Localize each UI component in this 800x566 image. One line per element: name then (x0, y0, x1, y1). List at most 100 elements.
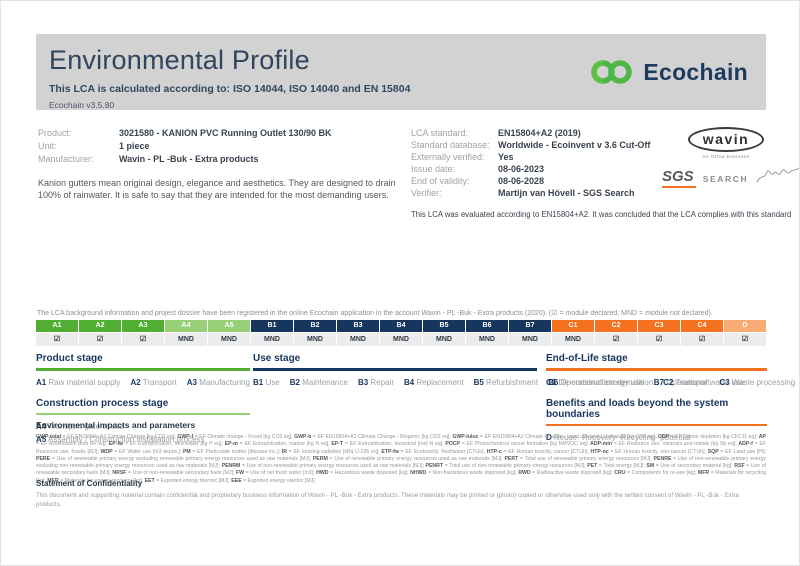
benefits-items: D Reuse- Recovery- Recycling- potential (546, 432, 767, 444)
module-status-B5: MND (423, 333, 465, 346)
module-column-B1: B1 MND (251, 320, 293, 346)
module-header-B1: B1 (251, 320, 293, 332)
field-label: LCA standard: (411, 128, 469, 138)
header-subtitle: This LCA is calculated according to: ISO… (49, 83, 411, 95)
product-stage-title: Product stage (36, 353, 103, 364)
module-header-A3: A3 (122, 320, 164, 332)
benefits-rule (546, 423, 767, 427)
product-stage-rule (36, 368, 250, 371)
module-status-D: ☑ (724, 333, 766, 346)
evaluation-note: This LCA was evaluated according to EN15… (411, 210, 792, 219)
module-status-C1: MND (552, 333, 594, 346)
module-column-C1: C1 MND (552, 320, 594, 346)
field-row: Externally verified: Yes (411, 151, 776, 163)
module-column-C4: C4 ☑ (681, 320, 723, 346)
module-status-C2: ☑ (595, 333, 637, 346)
module-status-A4: MND (165, 333, 207, 346)
field-value: 1 piece (119, 141, 150, 151)
field-label: Externally verified: (411, 152, 485, 162)
module-status-B7: MND (509, 333, 551, 346)
field-row: Manufacturer: Wavin - PL -Buk - Extra pro… (38, 153, 398, 166)
module-header-B6: B6 (466, 320, 508, 332)
module-column-A3: A3 ☑ (122, 320, 164, 346)
confidentiality-section: Statement of Confidentiality This docume… (36, 479, 766, 509)
field-value: Worldwide - Ecoinvent v 3.6 Cut-Off (498, 140, 651, 150)
field-value: EN15804+A2 (2019) (498, 128, 581, 138)
construction-stage-rule (36, 412, 250, 416)
stage-item-B7: B7 Operational water use (653, 377, 745, 387)
stage-item-B1: B1 Use (253, 377, 280, 387)
module-status-A1: ☑ (36, 333, 78, 346)
app-version: Ecochain v3.5.80 (49, 100, 115, 110)
use-stage-title: Use stage (253, 353, 301, 364)
field-label: Product: (38, 128, 72, 138)
module-column-B2: B2 MND (294, 320, 336, 346)
search-wordmark: SEARCH (702, 174, 749, 184)
wavin-tagline: An Orbia business (702, 155, 750, 160)
parameters-section: Environmental impacts and parameters GWP… (36, 420, 766, 485)
field-value: 3021580 - KANION PVC Running Outlet 130/… (119, 128, 332, 138)
module-header-A1: A1 (36, 320, 78, 332)
module-status-B6: MND (466, 333, 508, 346)
module-header-B5: B5 (423, 320, 465, 332)
module-status-B1: MND (251, 333, 293, 346)
field-value: 08-06-2023 (498, 164, 545, 174)
stage-item-A3: A3 Manufacturing (186, 377, 250, 387)
wavin-wordmark: wavin (688, 127, 764, 152)
module-column-B3: B3 MND (337, 320, 379, 346)
ecochain-chain-icon (591, 60, 633, 84)
module-column-D: D ☑ (724, 320, 766, 346)
module-column-C2: C2 ☑ (595, 320, 637, 346)
registration-note: The LCA background information and proje… (37, 310, 713, 317)
stage-item-B3: B3 Repair (357, 377, 394, 387)
module-status-A3: ☑ (122, 333, 164, 346)
lca-fields: LCA standard: EN15804+A2 (2019) Standard d… (411, 127, 776, 199)
module-column-A5: A5 MND (208, 320, 250, 346)
field-row: Standard database: Worldwide - Ecoinvent … (411, 139, 776, 151)
use-stage-items: B1 Use B2 Maintenance B3 Repair B4 Replacem… (253, 377, 744, 389)
eol-stage-rule (546, 368, 767, 371)
module-column-B4: B4 MND (380, 320, 422, 346)
module-status-B3: MND (337, 333, 379, 346)
module-status-A2: ☑ (79, 333, 121, 346)
field-row: End of validity: 08-06-2028 (411, 175, 776, 187)
field-row: Product: 3021580 - KANION PVC Running Out… (38, 127, 398, 140)
module-column-C3: C3 ☑ (638, 320, 680, 346)
field-value: Yes (498, 152, 514, 162)
module-header-C1: C1 (552, 320, 594, 332)
header: Environmental Profile This LCA is calcul… (36, 34, 766, 110)
module-column-B7: B7 MND (509, 320, 551, 346)
module-column-A4: A4 MND (165, 320, 207, 346)
sgs-search-logo: SGS SEARCH (662, 164, 799, 188)
field-value: Martijn van Hövell - SGS Search (498, 188, 635, 198)
parameters-text: GWP-total = EF EN15804+A2 Climate Change… (36, 434, 767, 484)
ecochain-wordmark: Ecochain (643, 58, 748, 85)
field-label: Issue date: (411, 164, 456, 174)
modules-table: A1 ☑ A2 ☑ A3 ☑ A4 MND A5 MND B1 MND B2 MND B3 MND B4 MND B… (36, 320, 766, 346)
module-column-A1: A1 ☑ (36, 320, 78, 346)
module-status-B2: MND (294, 333, 336, 346)
use-stage-rule (253, 368, 537, 371)
module-header-C2: C2 (595, 320, 637, 332)
module-column-A2: A2 ☑ (79, 320, 121, 346)
field-row: Issue date: 08-06-2023 (411, 163, 776, 175)
product-stage-items: A1 Raw material supply A2 Transport A3 Man… (36, 377, 250, 389)
stage-column-product: Product stage A1 Raw material supply A2 T… (36, 353, 250, 446)
product-info: Product: 3021580 - KANION PVC Running Out… (38, 127, 398, 201)
module-column-B6: B6 MND (466, 320, 508, 346)
parameters-title: Environmental impacts and parameters (36, 420, 196, 430)
lca-info: LCA standard: EN15804+A2 (2019) Standard d… (411, 127, 792, 219)
product-fields: Product: 3021580 - KANION PVC Running Out… (38, 127, 398, 166)
field-row: Verifier: Martijn van Hövell - SGS Search (411, 187, 776, 199)
field-label: Manufacturer: (38, 154, 94, 164)
module-header-B4: B4 (380, 320, 422, 332)
module-header-A2: A2 (79, 320, 121, 332)
stage-item-A4: A4 Transport gate to site (36, 422, 124, 432)
module-header-B2: B2 (294, 320, 336, 332)
field-label: End of validity: (411, 176, 470, 186)
stage-item-C3: C3 Waste processing (719, 377, 796, 387)
verifier-signature (756, 167, 799, 183)
stage-item-A2: A2 Transport (130, 377, 177, 387)
confidentiality-text: This document and supporting material co… (36, 492, 739, 508)
